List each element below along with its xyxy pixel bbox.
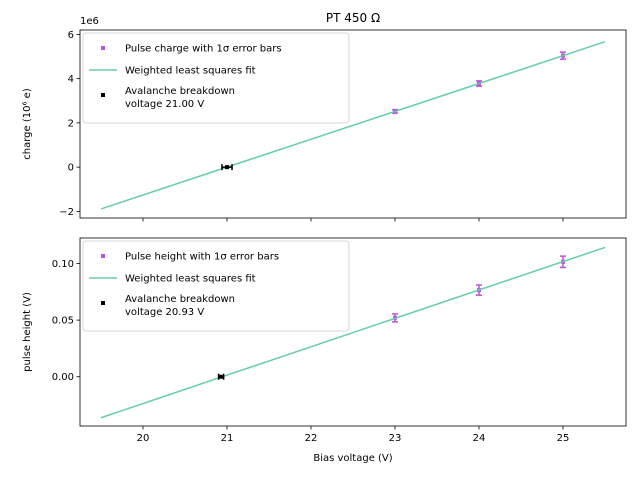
x-tick-label: 21 [221,433,234,444]
legend-label-line: Weighted least squares fit [125,274,256,285]
fit-line [100,41,606,210]
legend-label: Avalanche breakdown voltage 21.00 V [125,86,235,110]
y-tick-label: 6 [68,30,74,41]
series-2 [100,246,606,419]
legend-item: Avalanche breakdown voltage 21.00 V [101,86,235,110]
legend-label-line: Pulse charge with 1σ error bars [125,44,282,55]
legend-label: Weighted least squares fit [125,274,256,285]
axes-frame [79,237,627,427]
y-axis-label: pulse height (V) [22,292,33,372]
fit-line [100,246,606,419]
axes-frame [79,29,627,219]
legend-label-line: voltage 20.93 V [125,307,204,318]
plot-area [100,41,606,210]
legend-item: Weighted least squares fit [89,274,256,285]
legend-box [82,240,350,332]
x-axis: 20 21 22 23 24 25 [137,426,570,444]
x-axis-label: Bias voltage (V) [313,453,392,464]
y-axis: 0.00 0.05 0.10 [52,259,80,383]
y-tick-label: 4 [68,74,74,85]
legend-label-line: Pulse height with 1σ error bars [125,252,279,263]
breakdown-point [219,374,224,379]
legend-label-line: voltage 21.00 V [125,99,204,110]
x-axis [142,218,564,222]
x-tick-label: 20 [137,433,150,444]
x-tick-label: 24 [473,433,486,444]
legend-marker-icon [101,93,105,97]
legend-label-line: Avalanche breakdown [125,86,235,97]
legend-label: Pulse charge with 1σ error bars [125,44,282,55]
legend-label: Avalanche breakdown voltage 20.93 V [125,294,235,318]
plot-area [100,246,606,419]
y-tick-label: 0.10 [52,259,74,270]
y-axis-label: charge (10⁶ e) [22,88,33,160]
series-3 [217,373,225,380]
legend-label-line: Avalanche breakdown [125,294,235,305]
legend: Pulse charge with 1σ error bars Weighted … [82,32,350,124]
y-tick-label: 0.05 [52,316,74,327]
y-tick-label: 0.00 [52,372,74,383]
breakdown-point [225,165,229,170]
legend-item: Avalanche breakdown voltage 20.93 V [101,294,235,318]
x-tick-label: 22 [305,433,318,444]
y-tick-label: −2 [59,207,74,218]
legend-label: Pulse height with 1σ error bars [125,252,279,263]
y-offset-text: 1e6 [80,16,99,27]
panel-2: 0.00 0.05 0.10 20 21 22 23 24 25 pulse height (V)… [22,237,627,464]
y-tick-label: 0 [68,163,74,174]
panel-1: −2 0 2 4 6 PT 450 Ω 1e6 charge (10⁶ e) Pulse cha… [22,11,627,222]
legend-marker-icon [101,46,105,50]
series-2 [100,41,606,210]
x-tick-label: 25 [557,433,570,444]
series-1 [392,255,566,323]
series-3 [221,164,233,171]
legend: Pulse height with 1σ error bars Weighted … [82,240,350,332]
x-tick-label: 23 [389,433,402,444]
legend-marker-icon [101,254,105,258]
legend-item: Pulse charge with 1σ error bars [101,44,282,55]
y-axis: −2 0 2 4 6 [59,30,80,218]
legend-box [82,32,350,124]
y-tick-label: 2 [68,118,74,129]
legend-marker-icon [101,301,105,305]
legend-label: Weighted least squares fit [125,66,256,77]
chart-title: PT 450 Ω [326,11,380,25]
legend-item: Weighted least squares fit [89,66,256,77]
legend-label-line: Weighted least squares fit [125,66,256,77]
legend-item: Pulse height with 1σ error bars [101,252,279,263]
